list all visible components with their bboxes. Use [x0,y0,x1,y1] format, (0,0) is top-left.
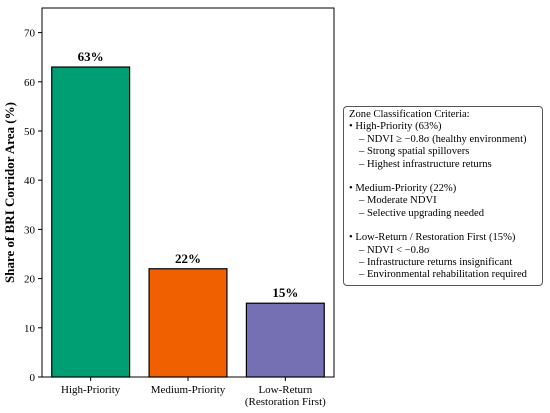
y-tick-label: 10 [24,323,36,335]
y-tick-label: 60 [24,77,36,89]
criteria-title: Zone Classification Criteria: [349,109,470,120]
criteria-group-low: • Low-Return / Restoration First (15%) –… [349,232,537,282]
x-tick-label: High-Priority [61,384,121,396]
y-tick-label: 40 [24,175,36,187]
bar [51,66,131,378]
spacer [349,171,537,183]
criteria-item: – Environmental rehabilitation required [359,269,527,281]
criteria-heading: • High-Priority (63%) [349,121,442,133]
y-axis-label: Share of BRI Corridor Area (%) [2,102,17,283]
y-tick-label: 50 [24,126,36,138]
x-tick-label: Medium-Priority [151,384,226,396]
y-tick-label: 30 [24,224,36,236]
criteria-item: – NDVI ≥ −0.8σ (healthy environment) [359,133,527,145]
criteria-heading: • Low-Return / Restoration First (15%) [349,232,516,244]
criteria-item: – Moderate NDVI [359,195,437,207]
criteria-group-medium: • Medium-Priority (22%) – Moderate NDVI … [349,183,537,220]
plot-frame [41,7,335,378]
spacer [349,220,537,232]
y-tick-label: 0 [30,372,36,384]
criteria-item: – Highest infrastructure returns [359,158,492,170]
criteria-item: – Strong spatial spillovers [359,146,470,158]
data-labels: 63% 22% 15% [78,49,299,300]
data-label: 22% [175,251,201,266]
y-tick-label: 20 [24,274,36,286]
criteria-legend-box: Zone Classification Criteria: • High-Pri… [343,106,543,286]
data-label: 63% [78,49,104,64]
criteria-heading: • Medium-Priority (22%) [349,183,457,195]
data-label: 15% [272,285,298,300]
criteria-item: – Infrastructure returns insignificant [359,257,513,269]
criteria-item: – NDVI < −0.8σ [359,244,430,256]
criteria-item: – Selective upgrading needed [359,207,485,219]
y-axis: 0 10 20 30 40 50 60 70 [24,28,42,384]
bar [148,268,228,378]
x-axis: High-Priority Medium-Priority Low-Return (R… [61,377,326,408]
criteria-group-high: • High-Priority (63%) – NDVI ≥ −0.8σ (he… [349,121,537,171]
bars [51,66,325,378]
bar [245,302,325,378]
y-tick-label: 70 [24,28,36,40]
x-tick-label: Low-Return (Restoration First) [245,384,326,408]
